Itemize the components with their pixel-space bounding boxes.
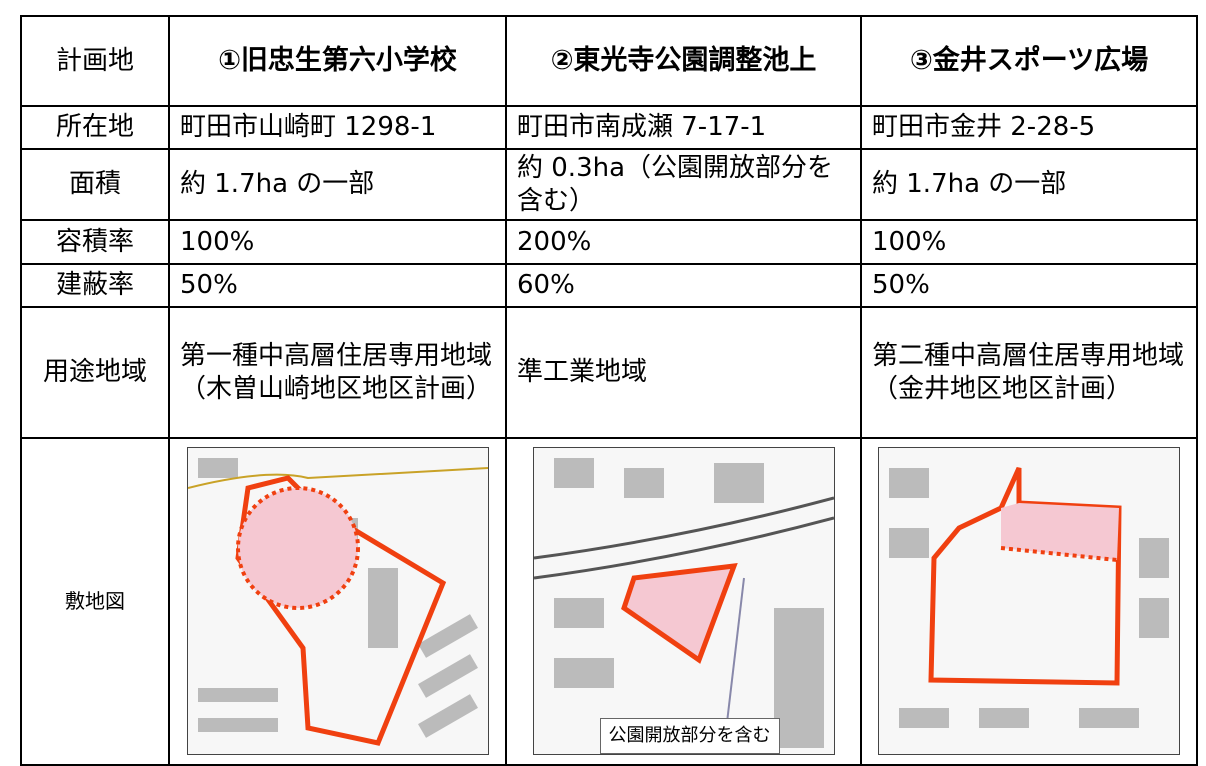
header-cell: 計画地 [20,15,170,107]
cell: 60% [505,263,862,308]
cell: 約 0.3ha（公園開放部分を含む） [505,148,862,221]
cell: 町田市金井 2-28-5 [860,105,1198,150]
site-map [186,447,489,755]
cell: 町田市山崎町 1298-1 [168,105,507,150]
row-label: 建蔽率 [20,263,170,308]
map-drawing [533,458,834,749]
table-row: 容積率 100% 200% 100% [20,219,1198,265]
map-drawing [889,466,1169,728]
table-row: 所在地 町田市山崎町 1298-1 町田市南成瀬 7-17-1 町田市金井 2-28-… [20,105,1198,150]
table-row: 用途地域 第一種中高層住居専用地域（木曽山崎地区地区計画） 準工業地域 第二種中高層住… [20,306,1198,439]
site-map: 公園開放部分を含む [532,447,835,755]
map-cell [168,437,507,766]
cell: 準工業地域 [505,306,862,439]
map-drawing [187,458,488,746]
cell: 200% [505,219,862,265]
cell: 第一種中高層住居専用地域（木曽山崎地区地区計画） [168,306,507,439]
header-cell: ②東光寺公園調整池上 [505,15,862,107]
cell: 約 1.7ha の一部 [168,148,507,221]
row-label: 用途地域 [20,306,170,439]
body: {"table":{ "header":["計画地","①旧忠生第六小学校","… [20,15,1198,766]
map-row: 敷地図 公園開放部分を含む [20,437,1198,766]
table-row: 面積約 1.7ha の一部約 0.3ha（公園開放部分を含む）約 1.7ha の… [20,148,1198,221]
cell: 50% [168,263,507,308]
cell: 約 1.7ha の一部 [860,148,1198,221]
cell: 50% [860,263,1198,308]
row-label: 面積 [20,148,170,221]
cell: 100% [168,219,507,265]
table-row: 建蔽率 50% 60% 50% [20,263,1198,308]
map-cell [860,437,1198,766]
header-cell: ③金井スポーツ広場 [860,15,1198,107]
header-cell: ①旧忠生第六小学校 [168,15,507,107]
row-label: 敷地図 [20,437,170,766]
cell: 第二種中高層住居専用地域（金井地区地区計画） [860,306,1198,439]
summary-table: 計画地 ①旧忠生第六小学校 ②東光寺公園調整池上 ③金井スポーツ広場 所在地 町田… [20,15,1198,766]
row-label: 容積率 [20,219,170,265]
map-cell: 公園開放部分を含む [505,437,862,766]
map-note: 公園開放部分を含む [599,717,780,754]
row-label: 所在地 [20,105,170,150]
cell: 町田市南成瀬 7-17-1 [505,105,862,150]
header-row: 計画地 ①旧忠生第六小学校 ②東光寺公園調整池上 ③金井スポーツ広場 [20,15,1198,107]
table-body: 所在地 町田市山崎町 1298-1 町田市南成瀬 7-17-1 町田市金井 2-28-… [20,105,1198,439]
page: html,body{margin:0;width:1206px;height:7… [20,15,1198,766]
site-map [878,447,1180,755]
cell: 100% [860,219,1198,265]
